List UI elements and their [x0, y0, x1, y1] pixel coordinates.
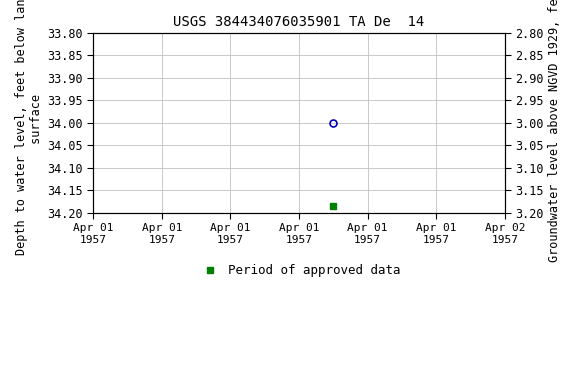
Y-axis label: Groundwater level above NGVD 1929, feet: Groundwater level above NGVD 1929, feet [548, 0, 561, 262]
Title: USGS 384434076035901 TA De  14: USGS 384434076035901 TA De 14 [173, 15, 425, 29]
Y-axis label: Depth to water level, feet below land
 surface: Depth to water level, feet below land su… [15, 0, 43, 255]
Legend: Period of approved data: Period of approved data [192, 259, 406, 282]
